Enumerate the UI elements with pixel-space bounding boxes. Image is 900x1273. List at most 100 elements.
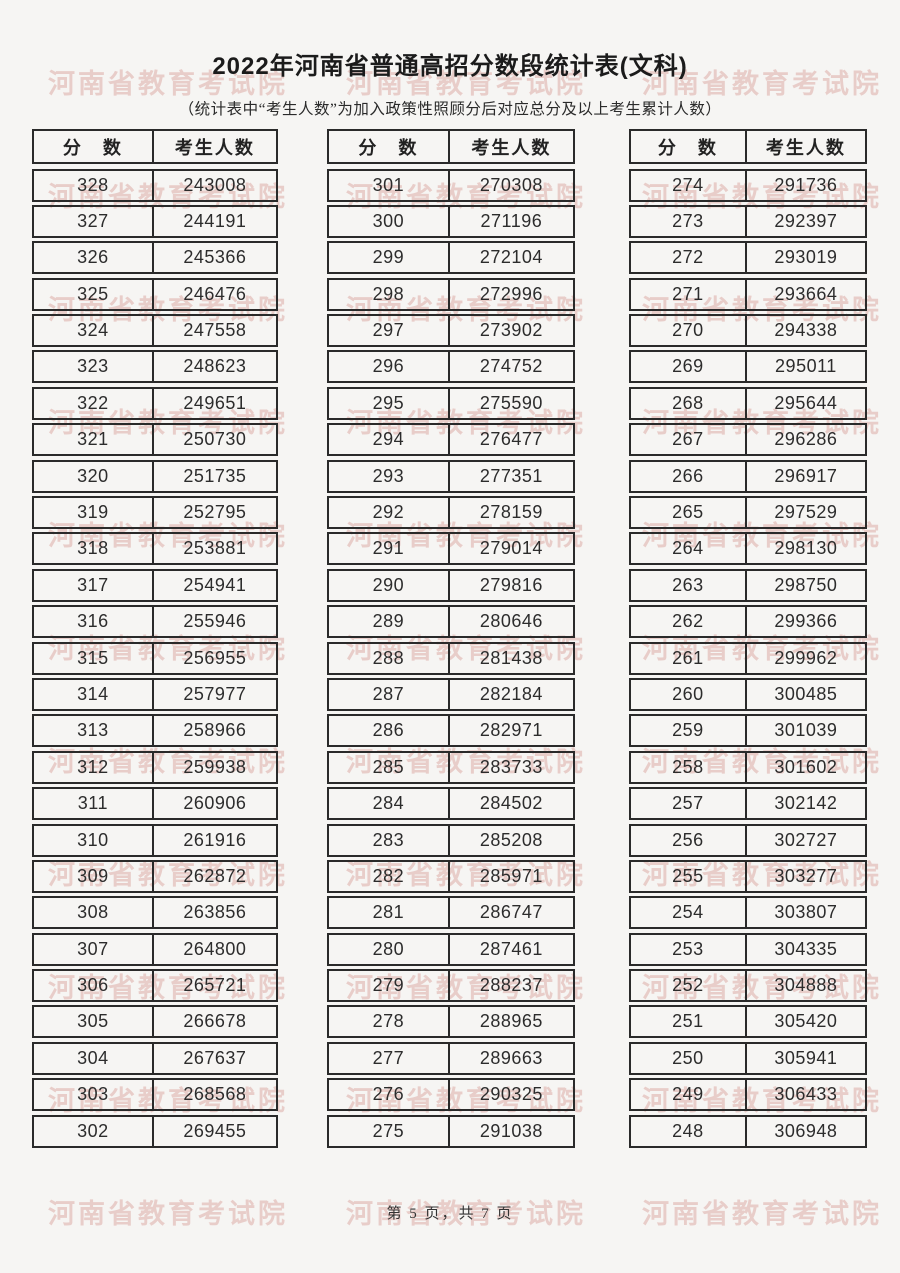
column-header-count: 考生人数 [471,137,552,158]
table-header: 分 数 考生人数 [327,129,575,164]
score-cell: 305 [34,1007,154,1037]
table-body: 301 270308 300 271196 299 272104 298 272996 297 2… [327,168,575,1148]
count-cell: 285208 [479,829,543,850]
table-row: 259 301039 [629,714,867,748]
table-row: 323 248623 [32,350,278,384]
table-row: 322 249651 [32,386,278,420]
table-row: 303 268568 [32,1078,278,1112]
count-cell: 249651 [183,392,247,413]
score-cell: 320 [34,461,154,491]
count-cell: 278159 [479,502,543,523]
table-row: 318 253881 [32,532,278,566]
count-cell: 293019 [774,247,838,268]
score-cell: 327 [34,206,154,236]
score-cell: 288 [329,643,450,673]
table-row: 326 245366 [32,241,278,275]
count-cell: 246476 [183,283,247,304]
score-cell: 259 [631,716,747,746]
count-cell: 272996 [479,283,543,304]
count-cell: 304888 [774,975,838,996]
count-cell: 302727 [774,829,838,850]
count-cell: 273902 [479,320,543,341]
count-cell: 296286 [774,429,838,450]
count-cell: 243008 [183,174,247,195]
count-cell: 250730 [183,429,247,450]
count-cell: 306433 [774,1084,838,1105]
table-row: 270 294338 [629,314,867,348]
score-cell: 316 [34,607,154,637]
score-cell: 315 [34,643,154,673]
score-cell: 274 [631,170,747,200]
count-cell: 303807 [774,902,838,923]
count-cell: 286747 [479,902,543,923]
count-cell: 266678 [183,1011,247,1032]
table-row: 266 296917 [629,459,867,493]
score-cell: 267 [631,425,747,455]
count-cell: 295011 [775,356,837,377]
count-cell: 262872 [183,865,247,886]
table-row: 316 255946 [32,605,278,639]
table-row: 304 267637 [32,1041,278,1075]
table-row: 315 256955 [32,641,278,675]
table-row: 302 269455 [32,1114,278,1148]
table-row: 253 304335 [629,932,867,966]
score-cell: 317 [34,570,154,600]
count-cell: 259938 [183,756,247,777]
score-cell: 281 [329,898,450,928]
table-row: 308 263856 [32,896,278,930]
count-cell: 258966 [183,720,247,741]
table-row: 319 252795 [32,496,278,530]
score-cell: 263 [631,570,747,600]
table-row: 320 251735 [32,459,278,493]
table-row: 287 282184 [327,677,575,711]
count-cell: 265721 [183,975,247,996]
score-cell: 299 [329,243,450,273]
page-title: 2022年河南省普通高招分数段统计表(文科) [212,53,688,80]
table-row: 306 265721 [32,969,278,1003]
table-row: 296 274752 [327,350,575,384]
score-cell: 287 [329,679,450,709]
score-cell: 306 [34,971,154,1001]
count-cell: 282971 [479,720,543,741]
count-cell: 260906 [183,793,247,814]
table-row: 298 272996 [327,277,575,311]
score-cell: 257 [631,789,747,819]
score-cell: 323 [34,352,154,382]
score-cell: 277 [329,1043,450,1073]
count-cell: 281438 [479,647,543,668]
count-cell: 248623 [183,356,247,377]
table-row: 271 293664 [629,277,867,311]
table-row: 300 271196 [327,204,575,238]
table-row: 257 302142 [629,787,867,821]
score-cell: 307 [34,934,154,964]
score-cell: 256 [631,825,747,855]
score-cell: 270 [631,316,747,346]
table-row: 260 300485 [629,677,867,711]
table-row: 279 288237 [327,969,575,1003]
page-subtitle: （统计表中“考生人数”为加入政策性照顾分后对应总分及以上考生累计人数） [178,101,722,118]
score-cell: 279 [329,971,450,1001]
count-cell: 285971 [479,865,543,886]
count-cell: 305420 [774,1011,838,1032]
score-cell: 251 [631,1007,747,1037]
score-cell: 324 [34,316,154,346]
count-cell: 297529 [774,502,838,523]
score-cell: 304 [34,1043,154,1073]
score-cell: 276 [329,1080,450,1110]
count-cell: 247558 [183,320,247,341]
count-cell: 251735 [183,465,247,486]
count-cell: 261916 [183,829,247,850]
score-cell: 302 [34,1116,154,1146]
count-cell: 276477 [479,429,543,450]
table-row: 299 272104 [327,241,575,275]
score-cell: 282 [329,861,450,891]
table-row: 305 266678 [32,1005,278,1039]
table-row: 252 304888 [629,969,867,1003]
count-cell: 272104 [479,247,543,268]
score-cell: 255 [631,861,747,891]
table-row: 272 293019 [629,241,867,275]
column-header-count: 考生人数 [765,137,846,158]
count-cell: 302142 [774,793,838,814]
table-row: 255 303277 [629,859,867,893]
score-cell: 291 [329,534,450,564]
